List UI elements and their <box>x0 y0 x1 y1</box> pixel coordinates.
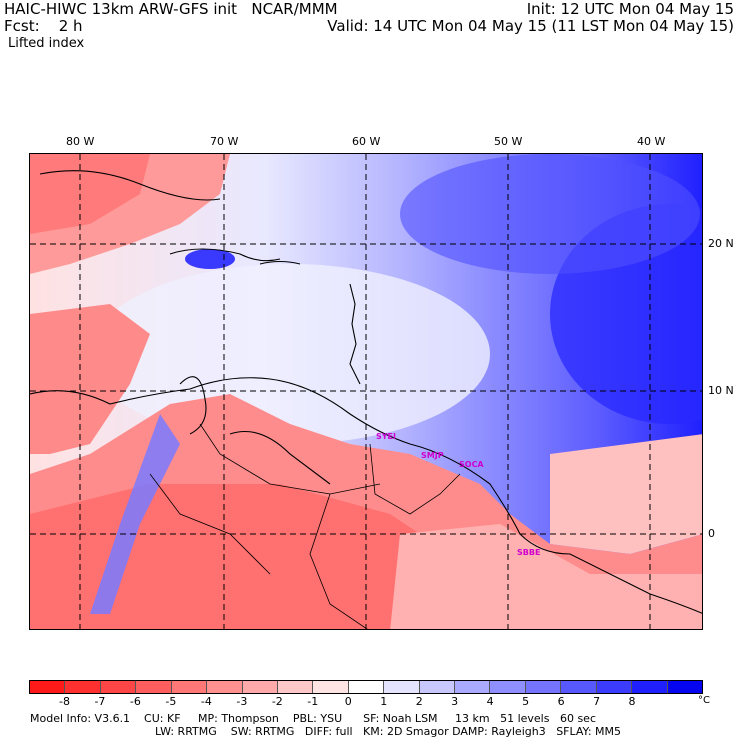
init-time: Init: 12 UTC Mon 04 May 15 <box>526 0 734 18</box>
title-left: HAIC-HIWC 13km ARW-GFS init NCAR/MMM <box>4 0 338 18</box>
map-field-svg <box>30 154 702 629</box>
lon-label-70w: 70 W <box>210 135 239 148</box>
colorbar-cell <box>207 681 243 693</box>
lat-label-10n: 10 N <box>708 384 734 397</box>
equatorial-atlantic-field <box>550 434 702 554</box>
east-brazil-field <box>390 524 702 629</box>
colorbar-cell <box>561 681 597 693</box>
colorbar-cell <box>136 681 172 693</box>
colorbar-tick-label: -5 <box>165 695 177 708</box>
colorbar-cell <box>30 681 66 693</box>
lon-label-40w: 40 W <box>637 135 666 148</box>
colorbar-tick-label: 3 <box>451 695 459 708</box>
colorbar-cell <box>419 681 456 693</box>
colorbar-tick-label: 6 <box>557 695 565 708</box>
colorbar-cell <box>313 681 349 693</box>
colorbar-cell <box>632 681 668 693</box>
colorbar <box>29 680 703 694</box>
colorbar-tick-label: 7 <box>593 695 601 708</box>
colorbar-tick-label: -7 <box>94 695 106 708</box>
lon-label-80w: 80 W <box>66 135 95 148</box>
colorbar-cell <box>490 681 526 693</box>
colorbar-cell <box>455 681 491 693</box>
station-smjp: SMJP <box>421 451 444 460</box>
colorbar-cell <box>384 681 420 693</box>
lon-label-60w: 60 W <box>352 135 381 148</box>
hispaniola-stable <box>185 249 235 269</box>
colorbar-cell <box>100 681 137 693</box>
colorbar-tick-label: 8 <box>628 695 636 708</box>
colorbar-tick-label: -6 <box>129 695 141 708</box>
colorbar-tick-label: 1 <box>380 695 388 708</box>
colorbar-cell <box>667 681 703 693</box>
colorbar-tick-label: -4 <box>200 695 212 708</box>
colorbar-tick-label: 4 <box>486 695 494 708</box>
colorbar-tick-label: -3 <box>236 695 248 708</box>
colorbar-cell <box>348 681 385 693</box>
colorbar-tick-label: 5 <box>522 695 530 708</box>
colorbar-tick-label: 2 <box>415 695 423 708</box>
lat-label-20n: 20 N <box>708 237 734 250</box>
country-borders <box>149 423 461 629</box>
station-syei: SYEI <box>376 432 396 441</box>
unstable-nw-core <box>30 154 150 234</box>
colorbar-cell <box>65 681 101 693</box>
andes-stable-streak <box>90 414 180 614</box>
central-america-unstable <box>30 304 150 454</box>
colorbar-tick-label: -1 <box>307 695 319 708</box>
field-name: Lifted index <box>8 36 85 51</box>
colorbar-cell <box>277 681 314 693</box>
forecast-hour: Fcst: 2 h <box>4 17 83 35</box>
colorbar-cell <box>525 681 562 693</box>
coastlines <box>30 170 702 614</box>
station-soca: SOCA <box>459 460 484 469</box>
colorbar-unit: °C <box>698 695 710 706</box>
lat-lon-grid <box>30 154 702 629</box>
lon-label-50w: 50 W <box>494 135 523 148</box>
stable-band-north <box>400 154 700 274</box>
lat-label-0: 0 <box>708 527 715 540</box>
colorbar-cell <box>171 681 208 693</box>
valid-time: Valid: 14 UTC Mon 04 May 15 (11 LST Mon … <box>327 17 734 35</box>
caribbean-neutral <box>90 264 490 444</box>
station-sbbe: SBBE <box>517 548 541 557</box>
model-info-line1: Model Info: V3.6.1 CU: KF MP: Thompson P… <box>30 712 597 725</box>
colorbar-tick-label: -8 <box>58 695 70 708</box>
colorbar-cell <box>596 681 633 693</box>
colorbar-cell <box>242 681 278 693</box>
colorbar-tick-label: -2 <box>271 695 283 708</box>
lifted-index-map <box>29 153 703 630</box>
model-info-line2: LW: RRTMG SW: RRTMG DIFF: full KM: 2D Sm… <box>155 725 621 738</box>
colorbar-tick-label: 0 <box>344 695 352 708</box>
